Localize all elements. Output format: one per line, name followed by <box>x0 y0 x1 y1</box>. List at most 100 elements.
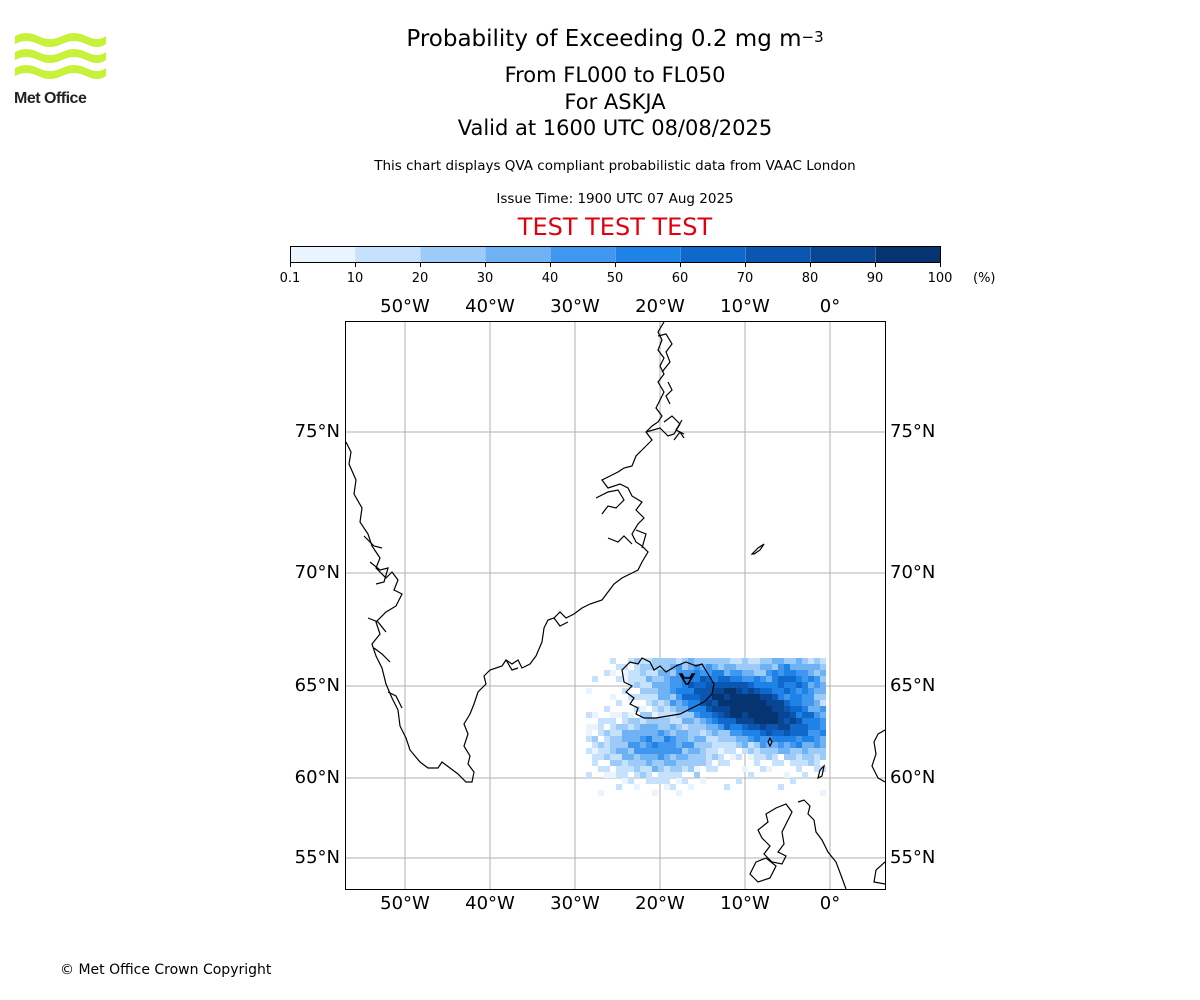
probability-cell <box>676 670 682 676</box>
probability-cell <box>802 730 808 736</box>
probability-cell <box>706 736 712 742</box>
probability-cell <box>670 694 676 700</box>
probability-cell <box>652 682 658 688</box>
probability-cell <box>598 766 604 772</box>
probability-cell <box>724 784 730 790</box>
probability-cell <box>622 754 628 760</box>
probability-cell <box>766 766 772 772</box>
probability-cell <box>664 682 670 688</box>
probability-cell <box>694 766 700 772</box>
probability-cell <box>592 676 598 682</box>
probability-cell <box>610 772 616 778</box>
colorbar-tick-label: 40 <box>541 271 559 286</box>
probability-cell <box>730 694 736 700</box>
probability-cell <box>814 688 820 694</box>
probability-cell <box>652 676 658 682</box>
probability-cell <box>778 718 784 724</box>
latitude-label: 70°N <box>294 562 340 583</box>
probability-cell <box>700 688 706 694</box>
probability-cell <box>694 712 700 718</box>
probability-cell <box>688 748 694 754</box>
probability-cell <box>694 754 700 760</box>
probability-cell <box>748 712 754 718</box>
probability-cell <box>718 706 724 712</box>
probability-cell <box>658 754 664 760</box>
probability-cell <box>814 748 820 754</box>
probability-cell <box>628 736 634 742</box>
probability-cell <box>796 766 802 772</box>
probability-cell <box>592 736 598 742</box>
probability-cell <box>802 724 808 730</box>
probability-cell <box>736 700 742 706</box>
probability-cell <box>634 658 640 664</box>
probability-cell <box>628 778 634 784</box>
probability-cell <box>664 784 670 790</box>
probability-cell <box>796 742 802 748</box>
probability-cell <box>652 706 658 712</box>
probability-cell <box>688 670 694 676</box>
volcano-name: For ASKJA <box>564 90 666 114</box>
probability-cell <box>706 712 712 718</box>
probability-cell <box>820 658 826 664</box>
probability-cell <box>730 748 736 754</box>
probability-cell <box>784 664 790 670</box>
probability-cell <box>604 706 610 712</box>
probability-cell <box>748 670 754 676</box>
probability-cell <box>796 724 802 730</box>
probability-cell <box>682 694 688 700</box>
probability-cell <box>736 754 742 760</box>
probability-cell <box>712 754 718 760</box>
probability-cell <box>748 742 754 748</box>
probability-cell <box>658 706 664 712</box>
probability-cell <box>688 766 694 772</box>
probability-cell <box>628 766 634 772</box>
probability-cell <box>610 712 616 718</box>
probability-cell <box>796 712 802 718</box>
probability-cell <box>808 712 814 718</box>
probability-cell <box>616 700 622 706</box>
probability-cell <box>730 742 736 748</box>
colorbar-segment <box>615 247 680 262</box>
probability-cell <box>682 706 688 712</box>
probability-cell <box>664 694 670 700</box>
probability-cell <box>700 778 706 784</box>
probability-cell <box>808 748 814 754</box>
probability-cell <box>730 754 736 760</box>
colorbar-tick-mark <box>550 263 551 267</box>
probability-cell <box>706 664 712 670</box>
probability-cell <box>730 706 736 712</box>
probability-cell <box>694 724 700 730</box>
probability-cell <box>742 718 748 724</box>
probability-cell <box>658 730 664 736</box>
probability-cell <box>676 658 682 664</box>
probability-cell <box>628 712 634 718</box>
probability-cell <box>604 766 610 772</box>
colorbar-segment <box>291 247 355 262</box>
probability-cell <box>718 664 724 670</box>
probability-cell <box>670 688 676 694</box>
colorbar-tick-label: 50 <box>606 271 624 286</box>
probability-cell <box>808 670 814 676</box>
latitude-label: 55°N <box>294 847 340 868</box>
colorbar-tick-mark <box>290 263 291 267</box>
probability-cell <box>688 730 694 736</box>
probability-cell <box>682 688 688 694</box>
probability-cell <box>742 688 748 694</box>
probability-cell <box>646 694 652 700</box>
greenland-coastline <box>346 322 665 783</box>
probability-cell <box>802 682 808 688</box>
probability-cell <box>694 658 700 664</box>
probability-cell <box>616 760 622 766</box>
probability-cell <box>712 688 718 694</box>
probability-cell <box>802 676 808 682</box>
probability-cell <box>652 766 658 772</box>
probability-cell <box>616 712 622 718</box>
probability-cell <box>760 724 766 730</box>
probability-cell <box>802 772 808 778</box>
probability-cell <box>658 760 664 766</box>
probability-cell <box>754 682 760 688</box>
probability-cell <box>712 694 718 700</box>
probability-cell <box>664 724 670 730</box>
probability-cell <box>742 700 748 706</box>
probability-cell <box>664 658 670 664</box>
